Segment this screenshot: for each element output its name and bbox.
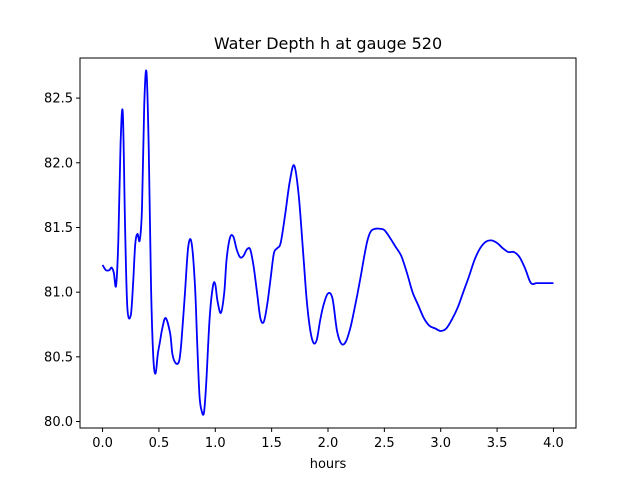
y-tick-label: 81.5: [44, 221, 73, 236]
x-tick-label: 3.0: [430, 436, 451, 451]
y-tick-label: 80.5: [44, 350, 73, 365]
chart-title: Water Depth h at gauge 520: [214, 34, 442, 53]
x-tick-label: 3.5: [487, 436, 508, 451]
y-axis: 80.0 80.5 81.0 81.5 82.0 82.5: [44, 92, 80, 430]
x-tick-label: 1.5: [261, 436, 282, 451]
y-tick-label: 81.0: [44, 286, 73, 301]
y-tick-label: 82.5: [44, 92, 73, 107]
y-tick-label: 82.0: [44, 156, 73, 171]
x-axis: 0.0 0.5 1.0 1.5 2.0 2.5 3.0 3.5 4.0: [92, 428, 564, 451]
x-tick-label: 1.0: [205, 436, 226, 451]
y-tick-label: 80.0: [44, 415, 73, 430]
x-tick-label: 4.0: [543, 436, 564, 451]
x-tick-label: 0.5: [149, 436, 170, 451]
x-tick-label: 2.5: [374, 436, 395, 451]
x-tick-label: 2.0: [318, 436, 339, 451]
x-tick-label: 0.0: [92, 436, 113, 451]
series-line-0: [101, 69, 554, 416]
x-axis-label: hours: [310, 457, 347, 472]
plot-area: [101, 69, 554, 416]
